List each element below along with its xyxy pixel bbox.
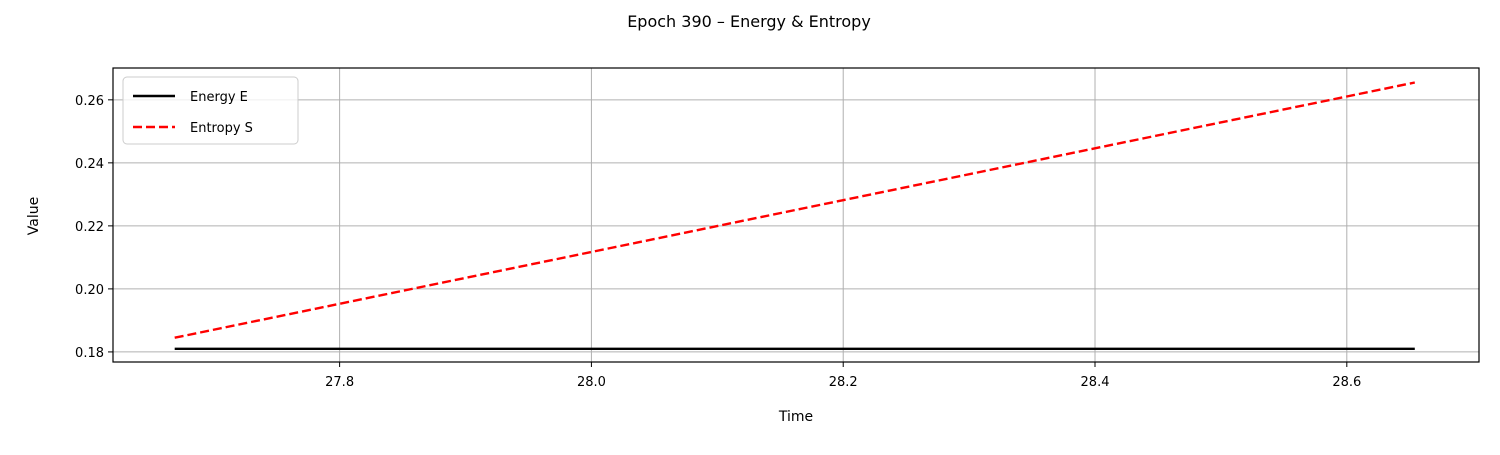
series-layer bbox=[174, 81, 1416, 350]
y-tick-label: 0.22 bbox=[75, 220, 104, 235]
plot-frame bbox=[112, 67, 1480, 363]
y-axis-label: Value bbox=[26, 197, 42, 235]
x-tick-label: 27.8 bbox=[325, 375, 354, 390]
x-tick-label: 28.2 bbox=[829, 375, 858, 390]
legend: Energy E Entropy S bbox=[122, 76, 299, 145]
y-tick-label: 0.24 bbox=[75, 157, 104, 172]
x-axis-label: Time bbox=[778, 409, 813, 425]
series-line-entropy bbox=[174, 81, 1416, 339]
y-tick-label: 0.20 bbox=[75, 283, 104, 298]
x-tick-label: 28.4 bbox=[1081, 375, 1110, 390]
legend-label-energy: Energy E bbox=[190, 90, 248, 105]
chart-title: Epoch 390 – Energy & Entropy bbox=[627, 12, 871, 31]
ticks: 27.8 28.0 28.2 28.4 28.6 0.18 0.20 0.22 0.24 0.26 bbox=[75, 94, 1361, 390]
y-tick-label: 0.26 bbox=[75, 94, 104, 109]
grid bbox=[113, 68, 1479, 362]
x-tick-label: 28.6 bbox=[1332, 375, 1361, 390]
y-tick-label: 0.18 bbox=[75, 346, 104, 361]
x-tick-label: 28.0 bbox=[577, 375, 606, 390]
legend-label-entropy: Entropy S bbox=[190, 121, 253, 136]
